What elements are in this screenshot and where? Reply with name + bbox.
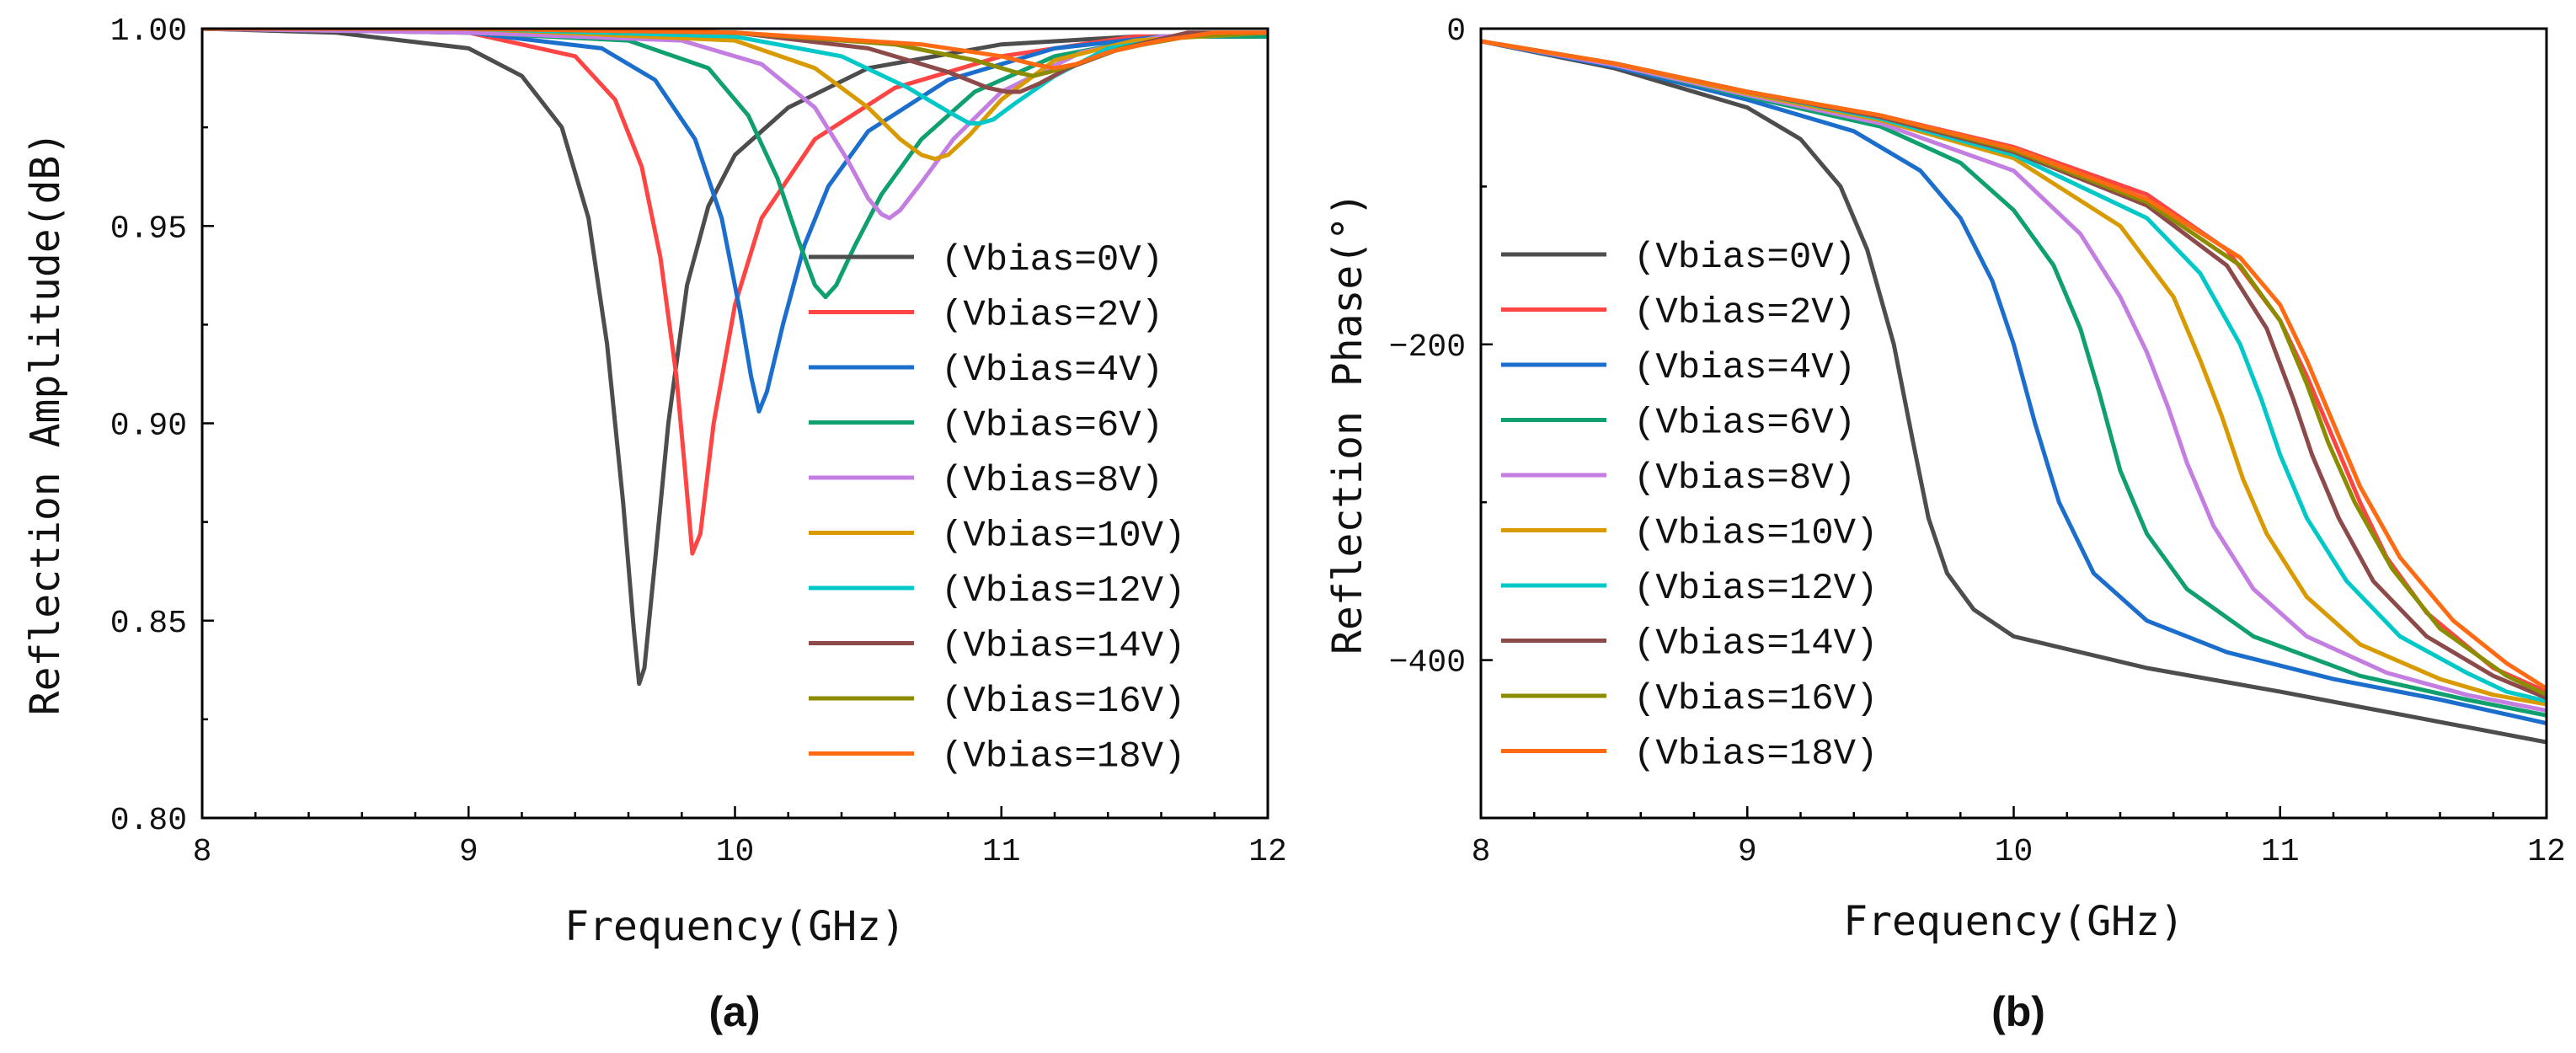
legend-label: (Vbias=12V): [1633, 568, 1878, 610]
y-tick-label: 1.00: [110, 13, 187, 50]
legend-label: (Vbias=2V): [1633, 292, 1856, 334]
legend-label: (Vbias=2V): [941, 295, 1163, 337]
y-tick-label: 0.80: [110, 803, 187, 839]
series-line-vbias6v: [1481, 39, 2547, 718]
series-line-vbias18v: [1481, 39, 2547, 691]
x-tick-label: 9: [459, 834, 478, 870]
x-axis-title: Frequency(GHz): [564, 903, 906, 950]
series-line-vbias2v: [202, 29, 1268, 556]
legend-label: (Vbias=16V): [941, 681, 1185, 723]
legend-label: (Vbias=0V): [941, 239, 1163, 281]
series-line-vbias4v: [1481, 39, 2547, 726]
legend: (Vbias=0V) (Vbias=2V) (Vbias=4V) (Vbias=6V)…: [1501, 237, 1878, 776]
legend-label: (Vbias=18V): [1633, 734, 1878, 776]
series-line-vbias0v: [202, 29, 1268, 687]
legend: (Vbias=0V) (Vbias=2V) (Vbias=4V) (Vbias=6V)…: [809, 239, 1185, 778]
series-line-vbias8v: [1481, 39, 2547, 714]
legend-label: (Vbias=8V): [1633, 457, 1856, 500]
legend-label: (Vbias=18V): [941, 736, 1185, 778]
series-group: [1481, 39, 2547, 745]
legend-label: (Vbias=10V): [941, 516, 1185, 558]
x-tick-label: 11: [2261, 834, 2300, 870]
legend-label: (Vbias=6V): [941, 405, 1163, 447]
series-line-vbias12v: [202, 29, 1268, 126]
series-line-vbias8v: [202, 29, 1268, 221]
y-tick-label: 0.95: [110, 211, 187, 247]
x-tick-label: 10: [1995, 834, 2034, 870]
panel-a: 8 9 10 11 12 0.80 0.85 0.90 0.95 1.00 Frequency(GH…: [22, 13, 1287, 1035]
series-line-vbias6v: [202, 29, 1268, 300]
series-group: [202, 29, 1268, 687]
y-tick-label: 0.85: [110, 606, 187, 642]
x-tick-label: 12: [1248, 834, 1287, 870]
x-tick-label: 8: [193, 834, 212, 870]
x-axis-title: Frequency(GHz): [1843, 898, 2184, 945]
series-line-vbias18v: [202, 29, 1268, 71]
y-tick-label: 0: [1446, 13, 1466, 50]
legend-label: (Vbias=6V): [1633, 403, 1856, 445]
panel-label: (a): [708, 988, 760, 1035]
legend-label: (Vbias=4V): [1633, 347, 1856, 389]
legend-label: (Vbias=8V): [941, 460, 1163, 502]
x-tick-label: 11: [982, 834, 1021, 870]
legend-label: (Vbias=0V): [1633, 237, 1856, 279]
x-tick-label: 10: [716, 834, 755, 870]
legend-label: (Vbias=10V): [1633, 513, 1878, 555]
y-tick-label: −400: [1389, 645, 1466, 682]
panel-b: 8 9 10 11 12 −400 −200 0 Frequency(GHz) Reflectio…: [1324, 13, 2566, 1035]
y-axis-title: Reflection Phase(°): [1324, 192, 1371, 655]
y-tick-label: −200: [1389, 329, 1466, 366]
x-tick-label: 8: [1472, 834, 1491, 870]
y-tick-label: 0.90: [110, 409, 187, 445]
legend-label: (Vbias=14V): [1633, 623, 1878, 665]
legend-label: (Vbias=14V): [941, 626, 1185, 668]
legend-label: (Vbias=4V): [941, 350, 1163, 392]
series-line-vbias0v: [1481, 39, 2547, 745]
series-line-vbias4v: [202, 29, 1268, 414]
x-tick-label: 9: [1738, 834, 1757, 870]
y-axis-title: Reflection Amplitude(dB): [22, 131, 69, 716]
x-tick-label: 12: [2527, 834, 2566, 870]
legend-label: (Vbias=12V): [941, 570, 1185, 612]
legend-label: (Vbias=16V): [1633, 678, 1878, 720]
panel-label: (b): [1991, 988, 2045, 1035]
